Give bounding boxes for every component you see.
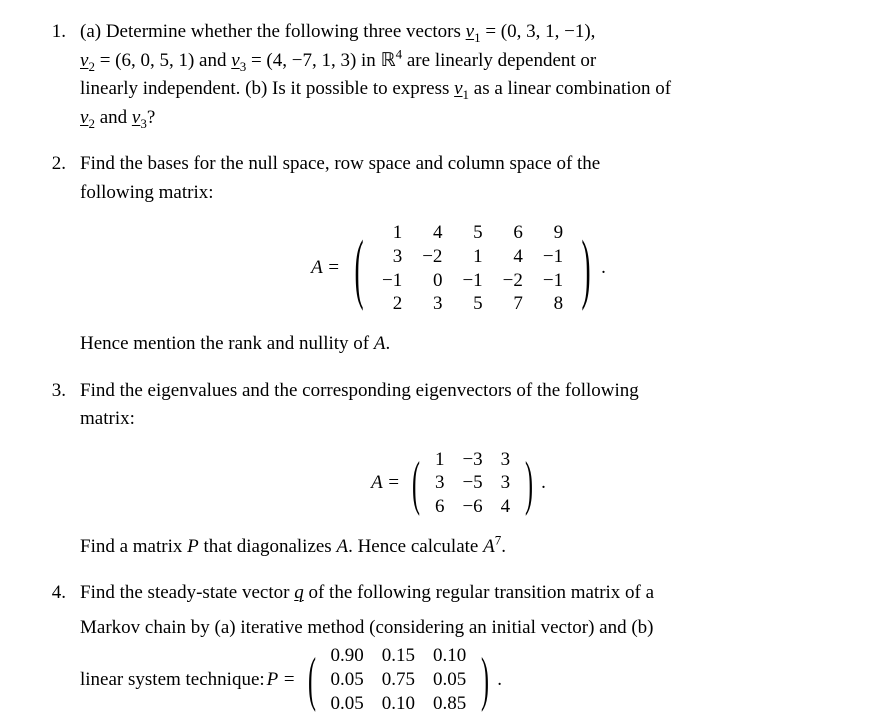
period: . [601, 254, 606, 283]
text: = (0, 3, 1, −1), [481, 21, 596, 42]
p3-intro2: matrix: [80, 405, 837, 434]
problem-4: 4. Find the steady-state vector q of the… [38, 579, 837, 715]
text: that diagonalizes [199, 536, 337, 557]
text: ? [147, 107, 155, 128]
p1-line4: v2 and v3? [80, 104, 837, 133]
text: of the following regular transition matr… [304, 582, 654, 603]
text: and [95, 107, 132, 128]
p1-line1: (a) Determine whether the following thre… [80, 18, 837, 47]
p4-line1: Find the steady-state vector q of the fo… [80, 579, 837, 608]
p4-line3: linear system technique: P = ( 0.900.150… [80, 644, 837, 715]
vector-v1: v [454, 78, 462, 99]
text: Hence mention the rank and nullity of [80, 333, 374, 354]
left-paren-icon: ( [412, 458, 420, 509]
p4-line2: Markov chain by (a) iterative method (co… [80, 614, 837, 643]
problem-content: Find the bases for the null space, row s… [80, 150, 837, 359]
problem-content: (a) Determine whether the following thre… [80, 18, 837, 132]
vector-q: q [294, 582, 304, 603]
matrix-body: 0.900.150.10 0.050.750.05 0.050.100.85 [322, 644, 476, 715]
right-paren-icon: ) [582, 235, 591, 301]
right-paren-icon: ) [525, 458, 533, 509]
matrix-label: A = [371, 469, 400, 498]
period: . [386, 333, 391, 354]
matrix-label: A = [311, 254, 340, 283]
matrix-body: 1−33 3−53 6−64 [426, 448, 519, 519]
problem-number: 4. [38, 579, 80, 715]
matrix-A-4x5: A = ( 14569 3−214−1 −10−1−2−1 23578 ) . [80, 221, 837, 316]
text: = (6, 0, 5, 1) and [95, 50, 231, 71]
text: Find the steady-state vector [80, 582, 294, 603]
matrix-body: 14569 3−214−1 −10−1−2−1 23578 [372, 221, 573, 316]
p2-intro2: following matrix: [80, 179, 837, 208]
matrix-name: A [374, 333, 386, 354]
p1-line3: linearly independent. (b) Is it possible… [80, 75, 837, 104]
left-paren-icon: ( [354, 235, 363, 301]
problem-content: Find the steady-state vector q of the fo… [80, 579, 837, 715]
p1-line2: v2 = (6, 0, 5, 1) and v3 = (4, −7, 1, 3)… [80, 47, 837, 76]
text: . Hence calculate [348, 536, 483, 557]
text: = (4, −7, 1, 3) in [246, 50, 380, 71]
left-paren-icon: ( [308, 654, 316, 705]
problem-number: 3. [38, 377, 80, 562]
p3-intro1: Find the eigenvalues and the correspondi… [80, 377, 837, 406]
matrix-label: P = [267, 666, 296, 695]
p3-conclude: Find a matrix P that diagonalizes A. Hen… [80, 533, 837, 562]
matrix-name: A [483, 536, 495, 557]
period: . [541, 469, 546, 498]
p2-intro1: Find the bases for the null space, row s… [80, 150, 837, 179]
matrix-A-3x3: A = ( 1−33 3−53 6−64 ) . [80, 448, 837, 519]
p2-conclude: Hence mention the rank and nullity of A. [80, 330, 837, 359]
period: . [497, 666, 502, 695]
vector-v3: v [231, 50, 239, 71]
period: . [501, 536, 506, 557]
problem-number: 2. [38, 150, 80, 359]
right-paren-icon: ) [481, 654, 489, 705]
matrix-name: A [336, 536, 348, 557]
text: linearly independent. (b) Is it possible… [80, 78, 454, 99]
problem-1: 1. (a) Determine whether the following t… [38, 18, 837, 132]
text: Find a matrix [80, 536, 187, 557]
problem-number: 1. [38, 18, 80, 132]
problem-3: 3. Find the eigenvalues and the correspo… [38, 377, 837, 562]
vector-v1: v [466, 21, 474, 42]
text: (a) Determine whether the following thre… [80, 21, 466, 42]
matrix-name: P [187, 536, 199, 557]
text: as a linear combination of [469, 78, 671, 99]
text: linear system technique: [80, 666, 265, 695]
problem-2: 2. Find the bases for the null space, ro… [38, 150, 837, 359]
real-space: ℝ [381, 50, 396, 71]
problem-content: Find the eigenvalues and the correspondi… [80, 377, 837, 562]
text: are linearly dependent or [402, 50, 596, 71]
